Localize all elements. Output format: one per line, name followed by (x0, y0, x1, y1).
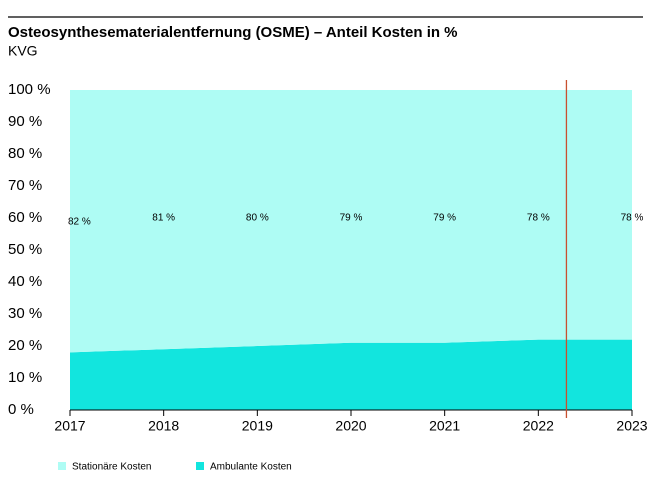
y-tick-label: 90 % (8, 113, 42, 130)
x-tick-label: 2022 (523, 418, 554, 434)
chart-subtitle: KVG (8, 43, 38, 59)
area (70, 90, 632, 353)
x-tick-label: 2020 (335, 418, 366, 434)
y-tick-label: 60 % (8, 209, 42, 226)
legend-label: Ambulante Kosten (210, 462, 292, 473)
area (70, 339, 632, 410)
y-tick-label: 30 % (8, 305, 42, 322)
x-tick-label: 2019 (242, 418, 273, 434)
value-label: 79 % (340, 213, 363, 224)
value-label: 81 % (152, 213, 175, 224)
x-tick-label: 2018 (148, 418, 179, 434)
y-tick-label: 10 % (8, 369, 42, 386)
y-tick-label: 80 % (8, 145, 42, 162)
value-label: 78 % (621, 213, 644, 224)
value-label: 78 % (527, 213, 550, 224)
y-tick-label: 20 % (8, 337, 42, 354)
value-label: 80 % (246, 213, 269, 224)
x-tick-label: 2021 (429, 418, 460, 434)
legend-label: Stationäre Kosten (72, 462, 152, 473)
value-label: 79 % (433, 213, 456, 224)
x-tick-label: 2023 (616, 418, 647, 434)
value-label: 82 % (68, 217, 91, 228)
legend-swatch (58, 462, 66, 470)
y-tick-label: 50 % (8, 241, 42, 258)
y-tick-label: 40 % (8, 273, 42, 290)
y-tick-label: 0 % (8, 401, 34, 418)
y-tick-label: 100 % (8, 81, 51, 98)
y-tick-label: 70 % (8, 177, 42, 194)
chart-title: Osteosynthesematerialentfernung (OSME) –… (8, 24, 458, 41)
x-tick-label: 2017 (54, 418, 85, 434)
legend-swatch (196, 462, 204, 470)
